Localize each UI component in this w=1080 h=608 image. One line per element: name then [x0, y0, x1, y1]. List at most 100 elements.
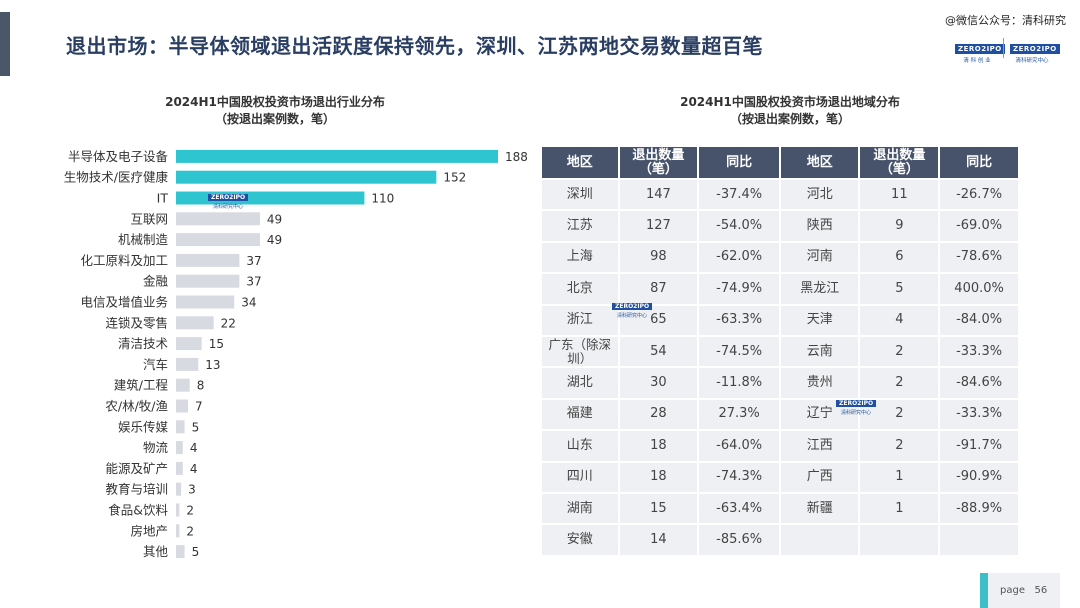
value-label: 13 [205, 358, 220, 372]
value-label: 4 [190, 462, 198, 476]
table-header-cell: 同比 [940, 147, 1018, 178]
table-header-row: 地区 退出数量 （笔） 同比 地区 退出数量 （笔） 同比 [542, 147, 1018, 178]
table-cell: -88.9% [940, 493, 1018, 524]
chart-title-line: 2024H1中国股权投资市场退出行业分布 [165, 95, 385, 109]
table-cell: 安徽 [542, 525, 618, 555]
value-label: 110 [371, 192, 394, 206]
category-label: 建筑/工程 [114, 378, 169, 393]
table-cell: 贵州 [781, 368, 859, 398]
table-cell: -90.9% [940, 462, 1018, 492]
table-cell: 4 [860, 305, 939, 335]
table-row: 湖南 15 -63.4% 新疆 1 -88.9% [542, 493, 1018, 524]
industry-chart-title: 2024H1中国股权投资市场退出行业分布 （按退出案例数，笔） [130, 94, 420, 128]
table-cell: -33.3% [940, 399, 1018, 430]
table-row: 浙江 65 -63.3% 天津 4 -84.0% [542, 305, 1018, 335]
watermark-logo-mark: ZERO2IPO [208, 194, 249, 201]
table-cell: 98 [619, 242, 698, 273]
category-label: 食品&饮料 [108, 503, 168, 518]
table-cell: 2 [860, 336, 939, 367]
category-label: 互联网 [130, 211, 168, 226]
category-label: 物流 [143, 440, 169, 455]
page-indicator [980, 573, 1060, 608]
table-row: 上海 98 -62.0% 河南 6 -78.6% [542, 242, 1018, 273]
page-label: page [1000, 585, 1025, 596]
category-label: 能源及矿产 [105, 461, 168, 476]
value-label: 3 [188, 483, 196, 497]
watermark-logo: ZERO2IPO 清科研究中心 [612, 293, 653, 319]
category-label: 娱乐传媒 [118, 419, 169, 434]
category-label: 教育与培训 [105, 482, 168, 497]
table-cell: 14 [619, 525, 698, 555]
category-label: 农/林/牧/渔 [105, 399, 168, 414]
table-cell: 湖南 [542, 493, 618, 524]
region-table-title: 2024H1中国股权投资市场退出地域分布 （按退出案例数，笔） [645, 94, 935, 128]
table-cell: 新疆 [781, 493, 859, 524]
watermark-logo-subtitle: 清科研究中心 [617, 313, 648, 319]
value-label: 22 [221, 316, 236, 330]
category-label: 清洁技术 [118, 336, 169, 351]
bar [176, 482, 182, 496]
page-indicator-accent [980, 573, 988, 608]
bar [176, 212, 260, 226]
watermark-logo-subtitle: 清科研究中心 [841, 410, 872, 416]
table-row: 福建 28 27.3% 辽宁 2 -33.3% [542, 399, 1018, 430]
logo-mark: ZERO2IPO [955, 44, 1005, 54]
bar [176, 524, 180, 538]
table-body: 深圳 147 -37.4% 河北 11 -26.7% 江苏 127 -54.0% 陕西 9 -69.0… [542, 180, 1018, 555]
table-cell: 广西 [781, 462, 859, 492]
region-table: 地区 退出数量 （笔） 同比 地区 退出数量 （笔） 同比 深圳 147 -37.4% 河北 11 -2… [540, 145, 1020, 557]
category-label: IT [157, 191, 169, 206]
table-header-cell: 同比 [699, 147, 780, 178]
table-row: 四川 18 -74.3% 广西 1 -90.9% [542, 462, 1018, 492]
table-cell: 深圳 [542, 180, 618, 210]
table-cell: -84.6% [940, 368, 1018, 398]
table-cell: 9 [860, 211, 939, 241]
category-label: 汽车 [143, 357, 168, 372]
table-title-line: 2024H1中国股权投资市场退出地域分布 [680, 95, 900, 109]
header-accent-bar [0, 12, 10, 76]
table-cell: -84.0% [940, 305, 1018, 335]
bar [176, 337, 202, 351]
value-label: 15 [209, 337, 224, 351]
table-cell: -74.9% [699, 274, 780, 304]
table-cell: 65 [619, 305, 698, 335]
table-cell: 1 [860, 462, 939, 492]
bar [176, 191, 365, 205]
category-label: 房地产 [130, 523, 168, 538]
table-cell: 28 [619, 399, 698, 430]
table-cell: 天津 [781, 305, 859, 335]
table-cell: 河南 [781, 242, 859, 273]
value-label: 7 [195, 400, 203, 414]
table-cell: -64.0% [699, 431, 780, 461]
logo-mark: ZERO2IPO [1010, 44, 1060, 54]
zero2ipo-research-logo: ZERO2IPO 清科研究中心 [1010, 36, 1060, 64]
table-cell: 6 [860, 242, 939, 273]
category-label: 机械制造 [118, 232, 169, 247]
table-cell: 400.0% [940, 274, 1018, 304]
category-label: 连锁及零售 [105, 315, 168, 330]
table-cell: 黑龙江 [781, 274, 859, 304]
bar [176, 545, 185, 559]
bar [176, 316, 214, 330]
table-cell: 湖北 [542, 368, 618, 398]
table-cell [940, 525, 1018, 555]
header: 退出市场：半导体领域退出活跃度保持领先，深圳、江苏两地交易数量超百笔 @微信公众… [0, 0, 1080, 78]
value-label: 37 [246, 254, 261, 268]
watermark-logo-mark: ZERO2IPO [836, 400, 877, 407]
table-cell: -74.3% [699, 462, 780, 492]
table-cell: 15 [619, 493, 698, 524]
value-label: 152 [443, 171, 466, 185]
bar [176, 295, 235, 309]
table-cell: 87 [619, 274, 698, 304]
table-cell: 北京 [542, 274, 618, 304]
table-cell: 浙江 [542, 305, 618, 335]
watermark-logo: ZERO2IPO 清科研究中心 [836, 390, 877, 416]
table-cell: -26.7% [940, 180, 1018, 210]
bar [176, 378, 190, 392]
table-cell: 30 [619, 368, 698, 398]
value-label: 2 [186, 524, 194, 538]
category-label: 生物技术/医疗健康 [64, 170, 169, 185]
table-cell: 18 [619, 462, 698, 492]
table-cell: 山东 [542, 431, 618, 461]
